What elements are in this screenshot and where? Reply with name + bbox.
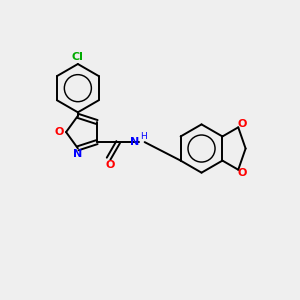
Text: N: N [130, 137, 139, 147]
Text: O: O [238, 119, 247, 129]
Text: Cl: Cl [72, 52, 84, 62]
Text: O: O [55, 127, 64, 137]
Text: N: N [73, 149, 82, 159]
Text: H: H [140, 132, 147, 141]
Text: O: O [105, 160, 115, 170]
Text: O: O [238, 168, 247, 178]
